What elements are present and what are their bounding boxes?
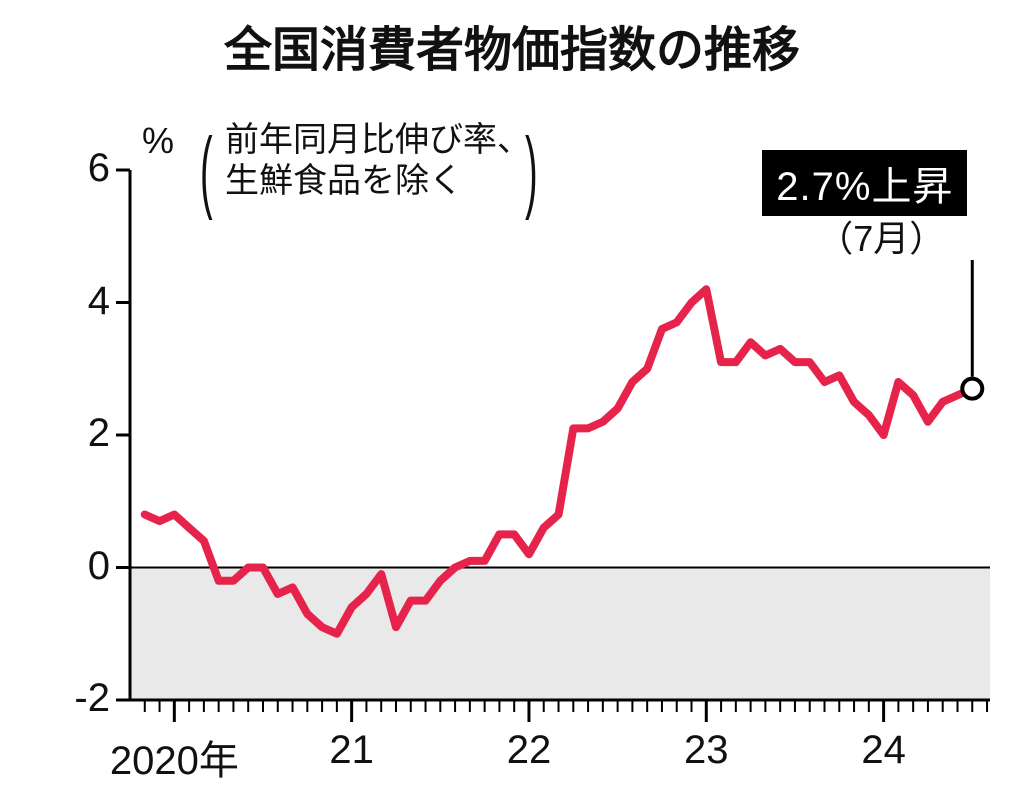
y-tick-label: -2 <box>30 676 110 721</box>
subtitle-paren-right: ) <box>525 122 538 225</box>
y-tick-label: 0 <box>30 544 110 589</box>
callout-sub: （7月） <box>817 210 945 262</box>
cpi-chart-container: 全国消費者物価指数の推移 -202462020年21222324%(前年同月比伸… <box>0 0 1024 800</box>
x-tick-label: 23 <box>676 728 736 773</box>
callout-label: 2.7%上昇 <box>762 150 967 216</box>
x-tick-label: 2020年 <box>84 728 264 786</box>
x-tick-label: 21 <box>322 728 382 773</box>
y-tick-label: 2 <box>30 411 110 456</box>
x-tick-label: 22 <box>499 728 559 773</box>
x-tick-label: 24 <box>854 728 914 773</box>
chart-subtitle: 前年同月比伸び率、 生鮮食品を除く <box>225 120 531 202</box>
y-tick-label: 6 <box>30 146 110 191</box>
y-tick-label: 4 <box>30 279 110 324</box>
y-axis-unit: % <box>142 120 174 162</box>
subtitle-paren-left: ( <box>200 122 213 225</box>
